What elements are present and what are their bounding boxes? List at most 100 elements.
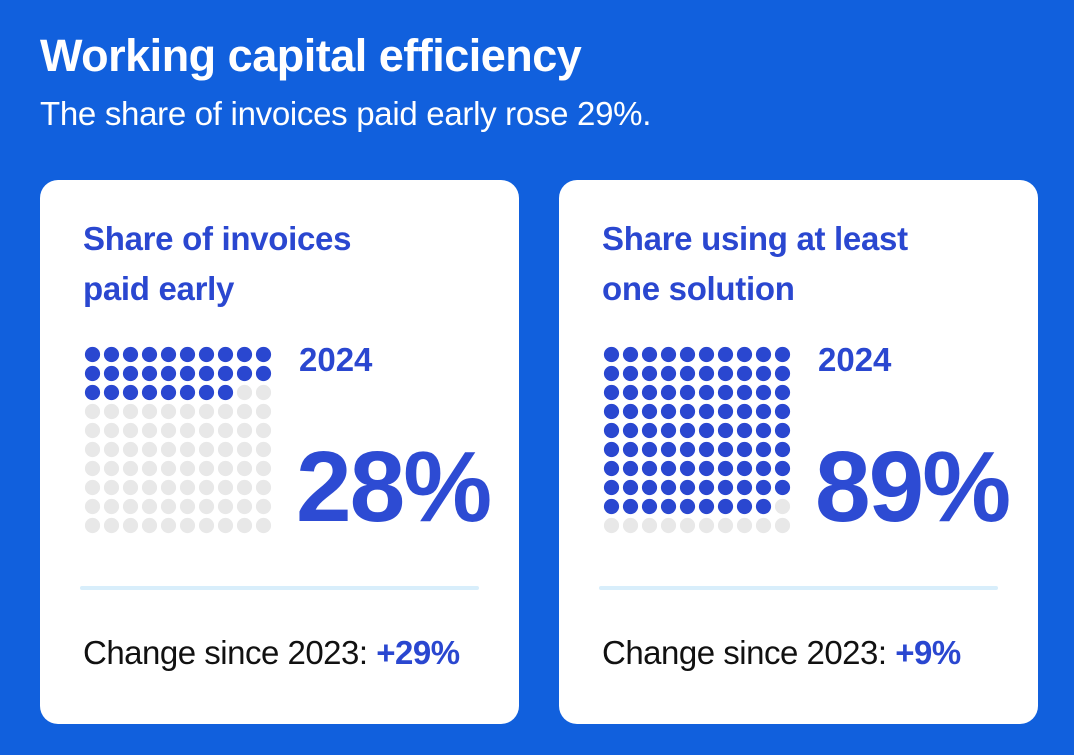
waffle-dot-filled <box>660 403 677 420</box>
waffle-dot-filled <box>736 479 753 496</box>
waffle-dot-filled <box>774 460 791 477</box>
waffle-dot-filled <box>717 403 734 420</box>
waffle-dot-filled <box>141 384 158 401</box>
waffle-dot-filled <box>641 441 658 458</box>
waffle-dot-empty <box>122 498 139 515</box>
waffle-dot-empty <box>217 498 234 515</box>
waffle-dot-filled <box>103 346 120 363</box>
waffle-dot-empty <box>160 403 177 420</box>
waffle-dot-empty <box>255 498 272 515</box>
waffle-dot-empty <box>160 479 177 496</box>
waffle-dot-empty <box>160 460 177 477</box>
waffle-dot-empty <box>217 441 234 458</box>
waffle-dot-filled <box>84 365 101 382</box>
waffle-dot-empty <box>103 479 120 496</box>
waffle-dot-filled <box>717 498 734 515</box>
waffle-dot-empty <box>141 403 158 420</box>
waffle-dot-empty <box>236 384 253 401</box>
waffle-dot-empty <box>122 403 139 420</box>
waffle-dot-filled <box>736 403 753 420</box>
waffle-dot-empty <box>603 517 620 534</box>
waffle-dot-filled <box>217 384 234 401</box>
waffle-chart <box>84 346 272 534</box>
card-title-line1: Share of invoices <box>83 220 352 257</box>
waffle-dot-empty <box>160 422 177 439</box>
waffle-dot-filled <box>160 346 177 363</box>
waffle-dot-filled <box>660 422 677 439</box>
waffle-dot-filled <box>179 365 196 382</box>
waffle-dot-filled <box>603 441 620 458</box>
waffle-dot-filled <box>679 365 696 382</box>
waffle-dot-filled <box>736 384 753 401</box>
waffle-dot-filled <box>679 403 696 420</box>
card-title: Share of invoices paid early <box>83 214 483 314</box>
waffle-dot-empty <box>160 441 177 458</box>
waffle-dot-empty <box>217 460 234 477</box>
page-title: Working capital efficiency <box>40 30 582 81</box>
waffle-dot-filled <box>774 422 791 439</box>
waffle-dot-filled <box>179 346 196 363</box>
change-since-2023: Change since 2023: +9% <box>602 632 961 674</box>
change-label: Change since 2023: <box>83 634 368 671</box>
waffle-dot-filled <box>698 498 715 515</box>
waffle-dot-empty <box>84 460 101 477</box>
waffle-dot-filled <box>622 384 639 401</box>
waffle-dot-empty <box>255 460 272 477</box>
waffle-dot-empty <box>179 479 196 496</box>
waffle-dot-empty <box>179 517 196 534</box>
waffle-dot-filled <box>660 346 677 363</box>
waffle-dot-filled <box>717 479 734 496</box>
change-value: +29% <box>376 634 460 671</box>
waffle-dot-filled <box>217 365 234 382</box>
waffle-dot-empty <box>736 517 753 534</box>
waffle-dot-filled <box>622 403 639 420</box>
card-invoices-paid-early: Share of invoices paid early 2024 28% Ch… <box>40 180 519 724</box>
waffle-dot-filled <box>774 365 791 382</box>
waffle-dot-filled <box>717 422 734 439</box>
waffle-dot-empty <box>198 498 215 515</box>
waffle-dot-filled <box>141 365 158 382</box>
card-title-line2: paid early <box>83 270 235 307</box>
waffle-dot-empty <box>217 517 234 534</box>
waffle-dot-filled <box>755 460 772 477</box>
waffle-dot-filled <box>755 441 772 458</box>
waffle-dot-empty <box>198 460 215 477</box>
waffle-dot-filled <box>603 460 620 477</box>
waffle-dot-filled <box>603 346 620 363</box>
waffle-dot-empty <box>236 422 253 439</box>
waffle-dot-filled <box>679 422 696 439</box>
waffle-dot-empty <box>141 422 158 439</box>
waffle-dot-filled <box>679 384 696 401</box>
waffle-dot-empty <box>103 441 120 458</box>
waffle-dot-filled <box>603 479 620 496</box>
waffle-dot-empty <box>84 517 101 534</box>
waffle-chart <box>603 346 791 534</box>
waffle-dot-filled <box>198 365 215 382</box>
waffle-dot-filled <box>774 441 791 458</box>
waffle-dot-filled <box>641 498 658 515</box>
waffle-dot-filled <box>622 498 639 515</box>
waffle-dot-empty <box>179 422 196 439</box>
waffle-dot-filled <box>736 460 753 477</box>
waffle-dot-empty <box>141 498 158 515</box>
waffle-dot-filled <box>698 403 715 420</box>
waffle-dot-empty <box>255 403 272 420</box>
waffle-dot-empty <box>103 498 120 515</box>
waffle-dot-filled <box>679 441 696 458</box>
waffle-dot-empty <box>198 422 215 439</box>
waffle-dot-filled <box>774 479 791 496</box>
waffle-dot-filled <box>679 460 696 477</box>
waffle-dot-empty <box>217 422 234 439</box>
card-title-line2: one solution <box>602 270 795 307</box>
change-value: +9% <box>895 634 961 671</box>
waffle-dot-filled <box>679 498 696 515</box>
waffle-dot-filled <box>603 384 620 401</box>
waffle-dot-empty <box>774 498 791 515</box>
waffle-dot-empty <box>103 460 120 477</box>
waffle-dot-filled <box>660 460 677 477</box>
waffle-dot-filled <box>755 498 772 515</box>
waffle-dot-empty <box>179 498 196 515</box>
waffle-dot-filled <box>717 460 734 477</box>
page-subtitle: The share of invoices paid early rose 29… <box>40 95 652 132</box>
waffle-dot-empty <box>255 384 272 401</box>
